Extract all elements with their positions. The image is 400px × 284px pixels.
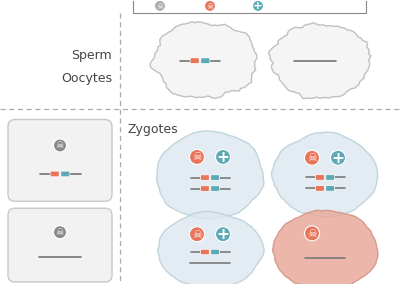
Circle shape	[216, 149, 230, 164]
Circle shape	[304, 226, 320, 241]
Circle shape	[190, 227, 204, 242]
FancyBboxPatch shape	[50, 171, 59, 177]
FancyBboxPatch shape	[201, 249, 209, 255]
Text: ☠: ☠	[156, 2, 164, 11]
FancyBboxPatch shape	[211, 175, 219, 180]
FancyBboxPatch shape	[190, 58, 199, 64]
Text: ☠: ☠	[192, 152, 202, 162]
FancyBboxPatch shape	[133, 0, 366, 13]
Text: ☠: ☠	[192, 229, 202, 239]
Circle shape	[54, 139, 66, 152]
Circle shape	[216, 227, 230, 242]
Circle shape	[54, 226, 66, 239]
FancyBboxPatch shape	[326, 186, 334, 191]
Circle shape	[330, 150, 346, 165]
Polygon shape	[158, 211, 264, 284]
FancyBboxPatch shape	[316, 186, 324, 191]
Text: Zygotes: Zygotes	[128, 122, 179, 135]
Text: +: +	[253, 1, 263, 11]
FancyBboxPatch shape	[316, 175, 324, 180]
Polygon shape	[272, 210, 378, 284]
Text: Sperm: Sperm	[71, 49, 112, 62]
Text: ☠: ☠	[307, 153, 317, 163]
Text: +: +	[332, 151, 344, 166]
FancyBboxPatch shape	[211, 249, 219, 255]
Text: ☠: ☠	[56, 228, 64, 237]
Circle shape	[190, 149, 204, 164]
FancyBboxPatch shape	[61, 171, 70, 177]
FancyBboxPatch shape	[8, 208, 112, 282]
Polygon shape	[150, 22, 257, 99]
Polygon shape	[157, 131, 264, 219]
Polygon shape	[272, 132, 378, 217]
FancyBboxPatch shape	[8, 120, 112, 201]
FancyBboxPatch shape	[326, 175, 334, 180]
Circle shape	[304, 150, 320, 165]
Polygon shape	[268, 23, 371, 99]
FancyBboxPatch shape	[201, 58, 210, 64]
Text: ☠: ☠	[206, 2, 214, 11]
FancyBboxPatch shape	[201, 175, 209, 180]
Text: Oocytes: Oocytes	[61, 72, 112, 85]
Circle shape	[252, 0, 264, 11]
Circle shape	[154, 0, 166, 11]
FancyBboxPatch shape	[201, 186, 209, 191]
Text: ☠: ☠	[56, 141, 64, 150]
Text: ☠: ☠	[307, 229, 317, 239]
Circle shape	[204, 0, 216, 11]
FancyBboxPatch shape	[211, 186, 219, 191]
Text: +: +	[216, 150, 230, 165]
Text: +: +	[216, 227, 230, 242]
